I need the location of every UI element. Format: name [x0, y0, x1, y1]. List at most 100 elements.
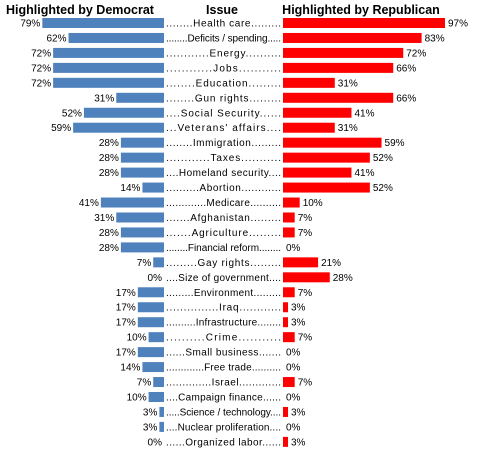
democrat-value-label: 28%: [99, 243, 119, 254]
issue-label: .......Agriculture.........: [166, 228, 281, 239]
issue-label: .............Medicare..........: [166, 198, 281, 209]
democrat-value-label: 7%: [137, 258, 152, 269]
chart-rows: 79% ........Health care......... 97% 62%...…: [20, 18, 468, 448]
democrat-value-label: 62%: [47, 33, 67, 44]
issue-label: .........Gay rights.........: [166, 258, 281, 269]
democrat-value-label: 41%: [79, 198, 99, 209]
republican-bar: [283, 77, 335, 88]
issue-label: ....Nuclear proliferation....: [166, 422, 281, 433]
issue-label: ....Homeland security....: [166, 168, 281, 179]
democrat-bar: [53, 47, 165, 58]
republican-value-label: 0%: [286, 243, 301, 254]
democrat-value-label: 28%: [99, 168, 119, 179]
republican-value-label: 52%: [373, 153, 393, 164]
republican-value-label: 7%: [298, 378, 313, 389]
republican-bar: [283, 32, 422, 43]
democrat-bar: [116, 92, 164, 103]
republican-value-label: 3%: [291, 407, 306, 418]
democrat-value-label: 17%: [116, 318, 136, 329]
democrat-value-label: 3%: [143, 407, 158, 418]
republican-bar: [283, 122, 335, 133]
issue-label: ..........Crime...........: [166, 333, 281, 344]
democrat-bar: [159, 421, 164, 432]
republican-bar: [283, 167, 352, 178]
issue-label: ..............Israel.............: [166, 378, 281, 389]
republican-value-label: 0%: [286, 363, 301, 374]
republican-bar: [283, 406, 289, 417]
democrat-value-label: 79%: [20, 19, 40, 30]
issue-label: ....Campaign finance......: [166, 393, 281, 404]
republican-value-label: 66%: [396, 93, 416, 104]
republican-value-label: 21%: [321, 258, 341, 269]
democrat-bar: [159, 406, 164, 417]
democrat-value-label: 72%: [31, 48, 51, 59]
republican-value-label: 59%: [385, 138, 405, 149]
republican-bar: [283, 152, 370, 163]
issue-label: ...Veterans' affairs....: [166, 123, 281, 134]
republican-bar: [283, 47, 404, 58]
democrat-bar: [137, 287, 164, 298]
issue-label: .....Science / technology....: [166, 407, 281, 418]
issue-label: .........Environment.........: [166, 288, 281, 299]
republican-value-label: 83%: [425, 33, 445, 44]
center-header: Issue: [206, 3, 238, 17]
issue-label: ........Immigration.........: [166, 138, 281, 149]
democrat-value-label: 31%: [94, 213, 114, 224]
democrat-value-label: 28%: [99, 153, 119, 164]
republican-value-label: 7%: [298, 288, 313, 299]
republican-value-label: 52%: [373, 183, 393, 194]
issue-label: ......Organized labor......: [166, 437, 281, 448]
issue-label: ..........Infrastructure........: [166, 318, 281, 329]
democrat-value-label: 31%: [94, 93, 114, 104]
issue-label: ............Energy..........: [166, 48, 281, 59]
republican-bar: [283, 137, 382, 148]
democrat-bar: [148, 392, 164, 402]
democrat-value-label: 52%: [62, 108, 82, 119]
democrat-value-label: 59%: [51, 123, 71, 134]
republican-value-label: 0%: [286, 422, 301, 433]
republican-value-label: 10%: [303, 198, 323, 209]
democrat-bar: [137, 317, 164, 328]
republican-bar: [283, 436, 289, 447]
issue-label: ....Size of government....: [166, 273, 281, 284]
democrat-value-label: 10%: [127, 333, 147, 344]
republican-value-label: 31%: [338, 78, 358, 89]
republican-value-label: 66%: [396, 63, 416, 74]
democrat-bar: [120, 242, 164, 253]
issue-label: ...............Iraq............: [166, 303, 281, 314]
issue-label: ............Jobs...........: [166, 63, 281, 74]
left-header: Highlighted by Democrat: [6, 3, 155, 17]
republican-bar: [283, 92, 394, 103]
democrat-bar: [68, 32, 164, 43]
republican-value-label: 41%: [354, 108, 374, 119]
republican-value-label: 0%: [286, 393, 301, 404]
democrat-bar: [42, 18, 165, 28]
democrat-bar: [142, 362, 164, 373]
issue-label: ..........Abortion............: [166, 183, 281, 194]
democrat-bar: [120, 227, 164, 238]
democrat-value-label: 17%: [116, 303, 136, 314]
democrat-value-label: 28%: [99, 138, 119, 149]
republican-bar: [283, 182, 370, 193]
democrat-value-label: 0%: [148, 273, 163, 284]
republican-bar: [283, 287, 295, 298]
democrat-bar: [73, 122, 164, 133]
democrat-bar: [153, 257, 164, 268]
republican-bar: [283, 197, 300, 208]
democrat-value-label: 0%: [148, 437, 163, 448]
democrat-value-label: 72%: [31, 78, 51, 89]
democrat-bar: [83, 107, 164, 118]
issue-label: ......Small business.......: [166, 348, 281, 359]
republican-value-label: 31%: [338, 123, 358, 134]
democrat-bar: [53, 77, 165, 88]
issue-label: ........Health care.........: [166, 19, 281, 30]
democrat-value-label: 3%: [143, 422, 158, 433]
republican-bar: [283, 227, 295, 238]
republican-value-label: 3%: [291, 318, 306, 329]
republican-bar: [283, 257, 319, 268]
republican-bar: [283, 62, 394, 73]
democrat-value-label: 14%: [120, 363, 140, 374]
republican-bar: [283, 212, 295, 223]
republican-value-label: 41%: [354, 168, 374, 179]
